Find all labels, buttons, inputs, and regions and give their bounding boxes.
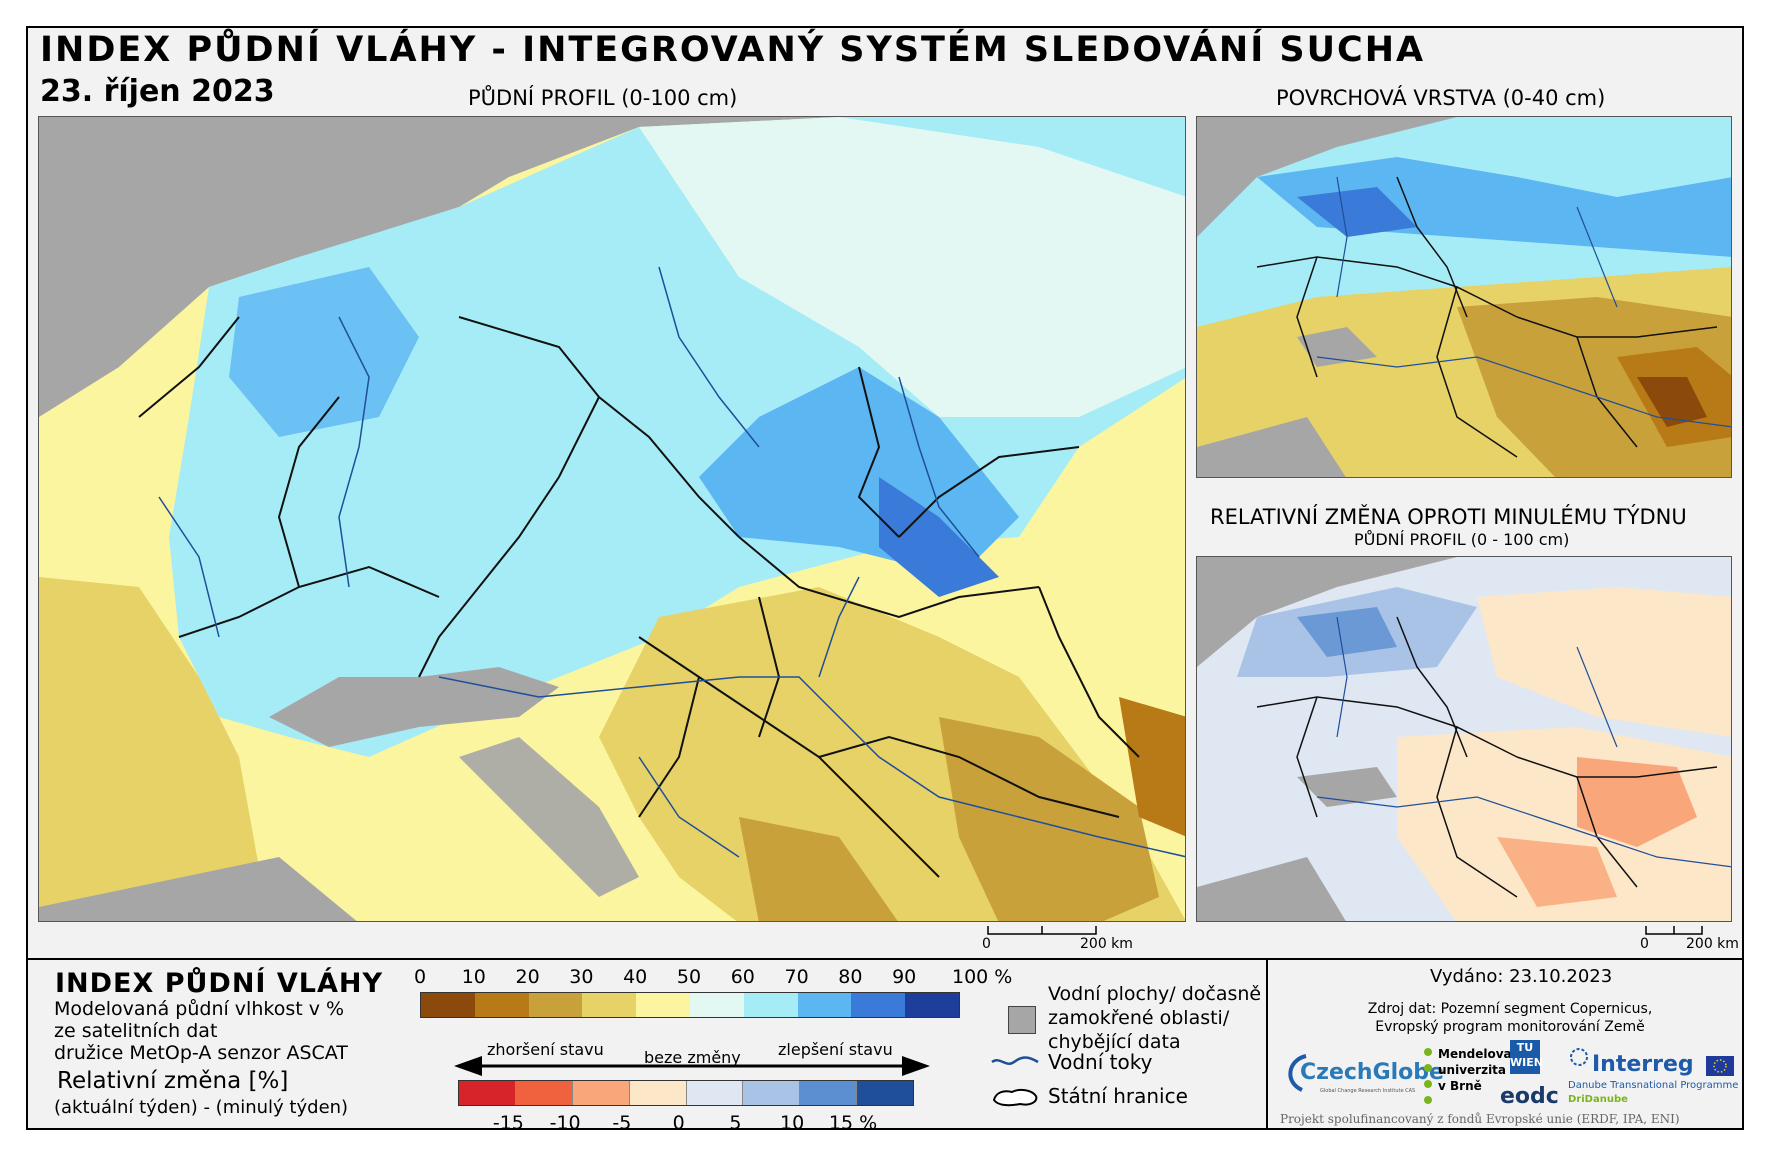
side-scale-distance: 200 km [1686,936,1739,952]
soil-tick-label: 70 [784,966,809,988]
change-tick-label: 15 % [828,1112,878,1134]
relative-change-description: (aktuální týden) - (minulý týden) [54,1097,349,1118]
borders-label: Státní hranice [1048,1084,1188,1108]
river-line-icon [991,1056,1039,1065]
soil-swatch-6 [743,993,798,1017]
soil-tick-label: 100 % [952,966,1013,988]
issued-date: Vydáno: 23.10.2023 [1430,966,1613,987]
side-scale-bar-icon [1645,926,1703,935]
soil-tick-label: 50 [676,966,702,988]
change-swatch-0 [459,1081,515,1105]
soil-swatch-7 [797,993,852,1017]
scale-bar-icon [987,926,1097,935]
rivers-label: Vodní toky [1048,1050,1153,1074]
interreg-programme: Danube Transnational Programme [1568,1080,1739,1091]
soil-swatch-3 [582,993,637,1017]
soil-swatch-1 [474,993,529,1017]
eu-flag-icon [1706,1056,1734,1076]
main-map-title: PŮDNÍ PROFIL (0-100 cm) [468,86,738,110]
change-tick-label: 5 [729,1112,742,1134]
change-map-subtitle: PŮDNÍ PROFIL (0 - 100 cm) [1354,530,1570,549]
scale-distance: 200 km [1080,936,1133,952]
interreg-text: Interreg [1592,1052,1694,1077]
surface-layer-map[interactable] [1196,116,1732,478]
soil-swatch-5 [689,993,744,1017]
soil-swatch-9 [905,993,959,1017]
eodc-logo: eodc [1500,1084,1559,1109]
czechglobe-subtext: Global Change Research Institute CAS [1320,1088,1416,1094]
legend-title: INDEX PŮDNÍ VLÁHY [55,968,384,999]
soil-tick-label: 0 [413,966,427,988]
change-arrow-icon [454,1056,930,1076]
soil-swatch-8 [851,993,906,1017]
soil-tick-label: 80 [838,966,863,988]
worse-label: zhoršení stavu [487,1040,604,1059]
relative-change-map[interactable] [1196,556,1732,922]
change-map-title: RELATIVNÍ ZMĚNA OPROTI MINULÉMU TÝDNU [1210,505,1687,529]
change-swatch-5 [742,1081,800,1105]
water-bodies-swatch [1008,1006,1036,1034]
soil-tick-label: 60 [730,966,755,988]
change-swatch-4 [685,1081,743,1105]
soil-swatch-4 [636,993,690,1017]
soil-tick-label: 20 [515,966,540,988]
czechglobe-arc-icon [1288,1054,1307,1092]
eu-funding-note: Projekt spolufinancovaný z fondů Evropsk… [1280,1112,1680,1126]
change-swatch-1 [514,1081,572,1105]
issue-date-heading: 23. říjen 2023 [40,74,275,109]
soil-tick-label: 10 [461,966,486,988]
data-source: Zdroj dat: Pozemní segment Copernicus, E… [1367,1001,1653,1035]
change-tick-label: -15 [492,1112,524,1134]
main-soil-moisture-map[interactable] [38,116,1186,922]
czechglobe-text: CzechGlobe [1300,1060,1444,1085]
change-tick-label: -5 [612,1112,632,1134]
interreg-star-icon [1570,1048,1588,1066]
change-tick-label: 10 [780,1112,805,1134]
mendel-dots-icon [1424,1048,1432,1104]
better-label: zlepšení stavu [778,1040,893,1059]
soil-tick-label: 40 [623,966,648,988]
soil-tick-label: 90 [892,966,917,988]
nochange-label: beze změny [644,1048,741,1067]
border-outline-icon [992,1088,1038,1107]
soil-swatch-2 [528,993,583,1017]
mendel-text: Mendelova univerzita v Brně [1438,1047,1512,1093]
change-swatch-6 [799,1081,857,1105]
tuwien-logo: TU WIEN [1510,1040,1543,1074]
soil-tick-label: 30 [569,966,594,988]
change-swatch-2 [571,1081,629,1105]
legend-description: Modelovaná půdní vlhkost v % ze satelitn… [54,998,348,1064]
soil-swatch-0 [421,993,475,1017]
side-scale-zero: 0 [1640,936,1649,952]
water-bodies-label: Vodní plochy/ dočasně zamokřené oblasti/… [1048,983,1262,1053]
change-swatch-3 [628,1081,686,1105]
relative-change-color-scale [458,1080,914,1106]
legend-divider [26,958,1744,960]
scale-zero: 0 [982,936,991,952]
relative-change-title: Relativní změna [%] [57,1068,289,1094]
interreg-project: DriDanube [1568,1094,1628,1105]
change-tick-label: 0 [672,1112,685,1134]
change-tick-label: -10 [549,1112,581,1134]
surface-map-title: POVRCHOVÁ VRSTVA (0-40 cm) [1276,86,1606,110]
change-swatch-7 [856,1081,913,1105]
info-divider [1266,958,1268,1130]
page-title: INDEX PŮDNÍ VLÁHY - INTEGROVANÝ SYSTÉM S… [40,30,1426,70]
soil-moisture-color-scale [420,992,960,1018]
